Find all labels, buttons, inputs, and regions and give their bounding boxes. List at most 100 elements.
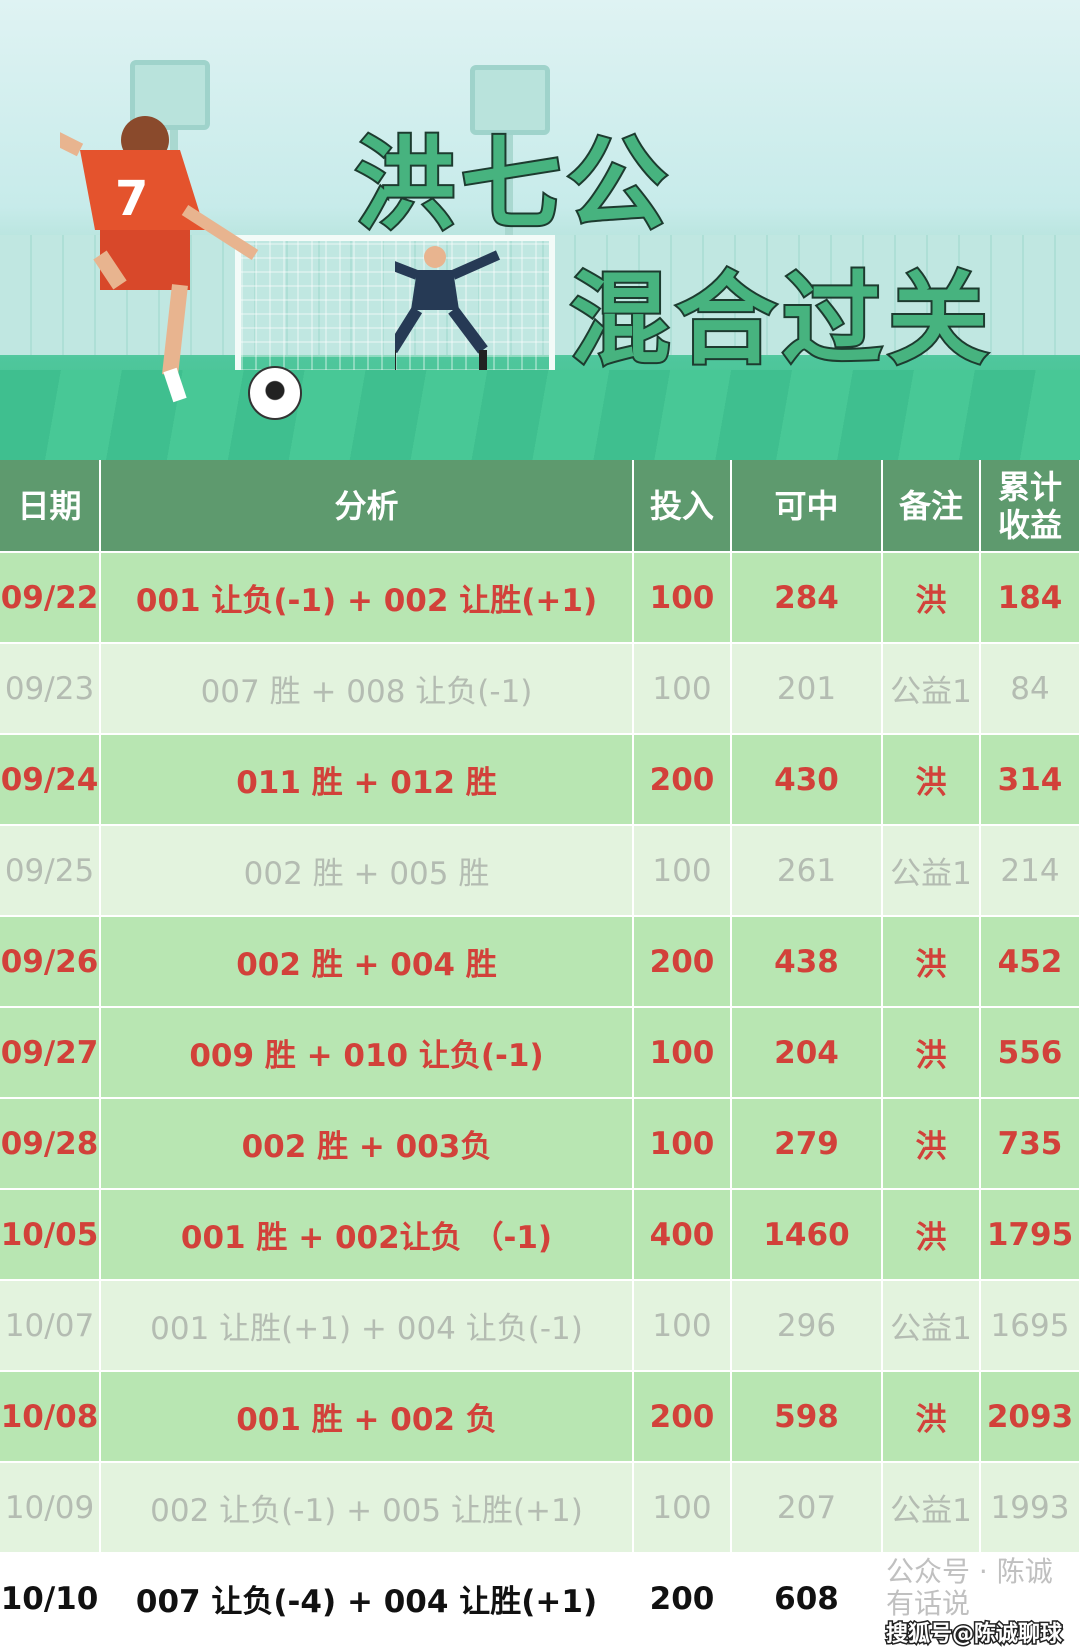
cell-analysis: 001 让负(-1) + 002 让胜(+1) [100, 552, 634, 644]
cell-date: 09/24 [0, 734, 101, 826]
cell-stake: 100 [633, 1098, 732, 1190]
cell-analysis: 002 胜 + 004 胜 [100, 916, 634, 1008]
wechat-watermark: 公众号 · 陈诚有话说 [886, 1555, 1053, 1620]
cell-date: 10/07 [0, 1280, 101, 1372]
cell-stake: 100 [633, 825, 732, 917]
banner-title: 洪七公 [353, 126, 673, 243]
cell-analysis: 007 胜 + 008 让负(-1) [100, 643, 634, 735]
cell-payout: 204 [731, 1007, 883, 1099]
cell-note: 洪 [882, 1007, 981, 1099]
cell-stake: 100 [633, 1007, 732, 1099]
cell-cumulative: 556 [980, 1007, 1080, 1099]
header-date: 日期 [0, 460, 101, 553]
table-row: 09/26 002 胜 + 004 胜 200 438 洪 452 [0, 916, 1080, 1008]
cell-stake: 200 [633, 1553, 732, 1645]
table-row: 09/28 002 胜 + 003负 100 279 洪 735 [0, 1098, 1080, 1190]
cell-analysis: 001 胜 + 002 负 [100, 1371, 634, 1463]
header-analysis: 分析 [100, 460, 634, 553]
header-note: 备注 [882, 460, 981, 553]
cell-payout: 296 [731, 1280, 883, 1372]
cell-payout: 608 [731, 1553, 883, 1645]
cell-date: 10/09 [0, 1462, 101, 1554]
cell-analysis: 002 胜 + 005 胜 [100, 825, 634, 917]
cell-note: 洪 [882, 916, 981, 1008]
cell-date: 09/28 [0, 1098, 101, 1190]
cell-payout: 201 [731, 643, 883, 735]
cell-date: 09/27 [0, 1007, 101, 1099]
cell-date: 09/22 [0, 552, 101, 644]
cell-note: 洪 [882, 552, 981, 644]
floodlight-pole [505, 130, 513, 250]
cell-note: 洪 [882, 1098, 981, 1190]
cell-payout: 261 [731, 825, 883, 917]
table-row: 09/25 002 胜 + 005 胜 100 261 公益1 214 [0, 825, 1080, 917]
table-row: 10/08 001 胜 + 002 负 200 598 洪 2093 [0, 1371, 1080, 1463]
cell-note: 公益1 [882, 643, 981, 735]
table-row: 09/23 007 胜 + 008 让负(-1) 100 201 公益1 84 [0, 643, 1080, 735]
table-row: 10/07 001 让胜(+1) + 004 让负(-1) 100 296 公益1 169… [0, 1280, 1080, 1372]
table-row: 10/09 002 让负(-1) + 005 让胜(+1) 100 207 公益1 199… [0, 1462, 1080, 1554]
cell-analysis: 002 让负(-1) + 005 让胜(+1) [100, 1462, 634, 1554]
cell-cumulative: 1695 [980, 1280, 1080, 1372]
floodlight [470, 65, 550, 135]
cell-cumulative: 214 [980, 825, 1080, 917]
table-row: 09/27 009 胜 + 010 让负(-1) 100 204 洪 556 [0, 1007, 1080, 1099]
cell-note: 公益1 [882, 1462, 981, 1554]
goalkeeper-illustration [395, 246, 501, 370]
cell-stake: 100 [633, 552, 732, 644]
cell-stake: 100 [633, 1462, 732, 1554]
striker-illustration: 7 [60, 116, 259, 403]
banner-subtitle: 混合过关 [568, 261, 994, 378]
cell-stake: 200 [633, 1371, 732, 1463]
cell-note: 洪 [882, 1189, 981, 1281]
cell-note: 洪 [882, 734, 981, 826]
soccer-ball [248, 366, 302, 420]
banner: 7 洪七公 混合过关 [0, 0, 1080, 460]
jersey-number: 7 [115, 171, 148, 227]
cell-stake: 200 [633, 734, 732, 826]
cell-payout: 1460 [731, 1189, 883, 1281]
cell-note: 公益1 [882, 1280, 981, 1372]
cell-date: 09/23 [0, 643, 101, 735]
cell-date: 09/25 [0, 825, 101, 917]
cell-note [882, 1553, 981, 1645]
cell-stake: 100 [633, 1280, 732, 1372]
cell-date: 10/05 [0, 1189, 101, 1281]
cell-payout: 598 [731, 1371, 883, 1463]
cell-payout: 438 [731, 916, 883, 1008]
sohu-watermark: 搜狐号@陈诚聊球 [885, 1621, 1064, 1649]
cell-cumulative: 1795 [980, 1189, 1080, 1281]
cell-cumulative: 452 [980, 916, 1080, 1008]
cell-cumulative: 84 [980, 643, 1080, 735]
cell-note: 公益1 [882, 825, 981, 917]
cell-payout: 207 [731, 1462, 883, 1554]
cell-analysis: 009 胜 + 010 让负(-1) [100, 1007, 634, 1099]
cell-date: 10/10 [0, 1553, 101, 1645]
cell-payout: 430 [731, 734, 883, 826]
cell-note: 洪 [882, 1371, 981, 1463]
cell-cumulative: 735 [980, 1098, 1080, 1190]
cell-cumulative: 1993 [980, 1462, 1080, 1554]
cell-stake: 200 [633, 916, 732, 1008]
cell-cumulative: 2093 [980, 1371, 1080, 1463]
cell-date: 09/26 [0, 916, 101, 1008]
cell-stake: 100 [633, 643, 732, 735]
cell-payout: 284 [731, 552, 883, 644]
cell-stake: 400 [633, 1189, 732, 1281]
header-cumulative: 累计 收益 [980, 460, 1080, 553]
cell-date: 10/08 [0, 1371, 101, 1463]
table-row: 10/10 007 让负(-4) + 004 让胜(+1) 200 608 [0, 1553, 1080, 1645]
header-stake: 投入 [633, 460, 732, 553]
table-row: 10/05 001 胜 + 002让负 （-1) 400 1460 洪 1795 [0, 1189, 1080, 1281]
cell-cumulative [980, 1553, 1080, 1645]
cell-cumulative: 314 [980, 734, 1080, 826]
cell-payout: 279 [731, 1098, 883, 1190]
table-header: 日期 分析 投入 可中 备注 累计 收益 [0, 460, 1080, 553]
cell-analysis: 001 胜 + 002让负 （-1) [100, 1189, 634, 1281]
table-row: 09/24 011 胜 + 012 胜 200 430 洪 314 [0, 734, 1080, 826]
cell-analysis: 001 让胜(+1) + 004 让负(-1) [100, 1280, 634, 1372]
results-table: 日期 分析 投入 可中 备注 累计 收益 09/22 001 让负(-1) + 002 让胜… [0, 460, 1080, 1645]
cell-cumulative: 184 [980, 552, 1080, 644]
cell-analysis: 007 让负(-4) + 004 让胜(+1) [100, 1553, 634, 1645]
header-payout: 可中 [731, 460, 883, 553]
